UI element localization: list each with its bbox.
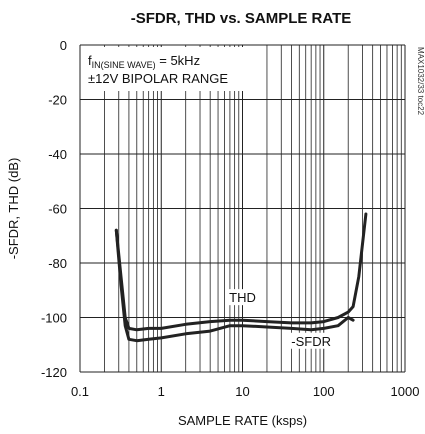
- chart-title: -SFDR, THD vs. SAMPLE RATE: [131, 10, 352, 27]
- annotation-box: fIN(SINE WAVE) = 5kHz ±12V BIPOLAR RANGE: [82, 47, 252, 91]
- y-tick-label: -20: [48, 93, 67, 108]
- y-tick-label: -40: [48, 147, 67, 162]
- x-tick-label: 100: [313, 384, 335, 399]
- annotation-symbol: f: [88, 53, 92, 68]
- y-tick-label: 0: [60, 38, 67, 53]
- series-label-background: [288, 332, 335, 349]
- annotation-value: = 5kHz: [156, 53, 200, 68]
- annotation-background: [82, 47, 252, 91]
- annotation-line-1: fIN(SINE WAVE) = 5kHz: [88, 53, 200, 70]
- x-axis-label: SAMPLE RATE (ksps): [178, 413, 307, 428]
- y-tick-label: -80: [48, 256, 67, 271]
- series-line-sfdr: [114, 228, 355, 343]
- x-tick-label: 1: [158, 384, 165, 399]
- y-tick-label: -100: [41, 311, 67, 326]
- annotation-line-2: ±12V BIPOLAR RANGE: [88, 71, 228, 86]
- series-group: THD -SFDR: [114, 212, 368, 349]
- tick-labels: 0.1 1 10 100 1000 0 -20 -40 -60 -80 -100 -120: [41, 38, 419, 399]
- y-tick-label: -120: [41, 365, 67, 380]
- grid: [79, 44, 406, 373]
- y-tick-label: -60: [48, 202, 67, 217]
- series-label: THD: [229, 290, 256, 305]
- series-label: -SFDR: [291, 334, 331, 349]
- part-number-label: MAX1032/33 toc22: [416, 47, 425, 116]
- x-tick-label: 1000: [391, 384, 420, 399]
- y-axis-label: -SFDR, THD (dB): [6, 158, 21, 260]
- x-tick-label: 10: [235, 384, 249, 399]
- annotation-subscript: IN(SINE WAVE): [92, 60, 156, 70]
- x-tick-label: 0.1: [71, 384, 89, 399]
- series-label-background: [227, 289, 258, 306]
- series-line-thd: [114, 212, 368, 332]
